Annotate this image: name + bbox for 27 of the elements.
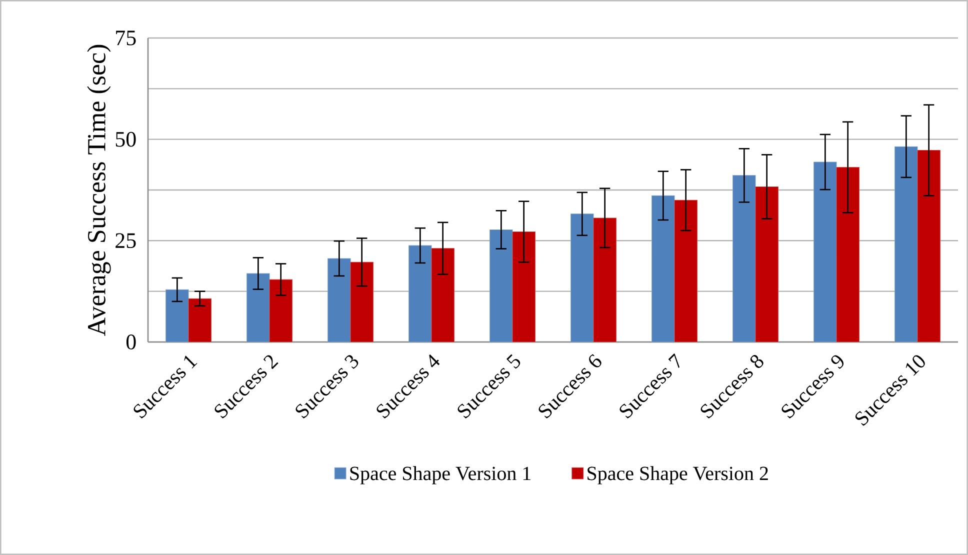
bar	[674, 200, 698, 342]
bar	[894, 146, 918, 342]
bar	[755, 186, 778, 342]
bar	[593, 218, 616, 342]
bar	[652, 195, 675, 342]
y-tick-label: 75	[116, 30, 136, 46]
y-axis-title: Average Success Time (sec)	[87, 44, 111, 336]
bar	[246, 273, 270, 342]
bar	[512, 231, 536, 342]
bar	[431, 248, 454, 342]
y-tick-label: 50	[116, 132, 136, 147]
y-tick-label: 25	[116, 233, 136, 248]
bar	[408, 245, 432, 342]
bar	[188, 298, 212, 342]
legend-label: Space Shape Version 1	[350, 466, 530, 484]
y-tick-label: 0	[126, 334, 136, 350]
bar	[836, 167, 860, 342]
bar	[350, 262, 374, 342]
bar	[328, 258, 351, 342]
bar	[166, 289, 189, 342]
bar	[490, 229, 513, 342]
legend-label: Space Shape Version 2	[588, 466, 768, 484]
bar	[570, 214, 594, 342]
bar	[732, 175, 756, 342]
bar	[814, 162, 837, 342]
bar	[269, 279, 292, 342]
bar	[917, 150, 940, 342]
